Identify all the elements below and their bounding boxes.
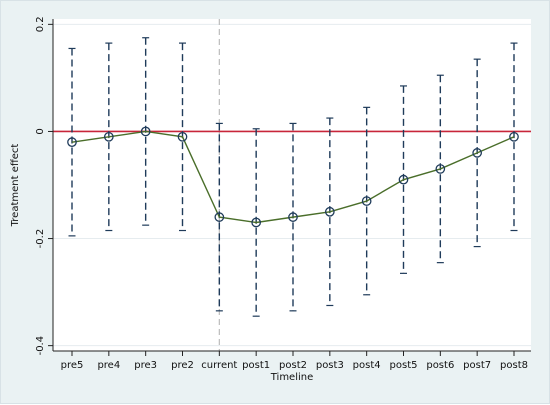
x-tick-label-pre4: pre4: [97, 360, 120, 371]
x-tick-label-pre3: pre3: [134, 360, 157, 371]
point-post1: [251, 217, 262, 228]
x-tick-label-pre2: pre2: [171, 360, 194, 371]
x-tick-label-post8: post8: [500, 360, 528, 371]
x-tick-label-pre5: pre5: [61, 360, 84, 371]
point-current: [214, 212, 225, 222]
point-pre5: [67, 137, 77, 148]
x-tick-label-post3: post3: [316, 360, 344, 371]
point-post3: [324, 206, 335, 217]
y-tick-label: 0: [35, 128, 46, 134]
x-ticks: pre5 pre4 pre3 pre2 current post1 post2 post3 po…: [61, 351, 528, 371]
x-tick-label-post5: post5: [390, 360, 418, 371]
y-tick-label: -0.2: [35, 229, 46, 249]
y-tick-label: -0.4: [35, 336, 46, 356]
x-axis-title: Timeline: [270, 372, 314, 383]
x-tick-label-post6: post6: [426, 360, 454, 371]
series-line-group: [71, 130, 515, 224]
x-tick-label-current: current: [201, 360, 237, 371]
point-post8: [509, 131, 519, 142]
y-ticks: 0.2 0 -0.2 -0.4: [35, 16, 53, 355]
x-tick-label-post7: post7: [463, 360, 491, 371]
point-post5: [398, 174, 409, 185]
x-tick-label-post2: post2: [279, 360, 307, 371]
plot-area: [53, 19, 531, 351]
point-pre4: [103, 131, 114, 142]
y-axis-title: Treatment effect: [10, 144, 21, 228]
point-post4: [361, 196, 372, 206]
series-line: [71, 130, 515, 224]
point-pre3: [140, 126, 151, 137]
x-tick-label-post1: post1: [242, 360, 270, 371]
y-tick-label: 0.2: [35, 16, 46, 32]
point-pre2: [177, 131, 188, 142]
x-tick-label-post4: post4: [353, 360, 381, 371]
point-post6: [435, 164, 446, 174]
point-post7: [472, 148, 483, 158]
data-points: [67, 126, 519, 228]
point-post2: [288, 212, 298, 222]
